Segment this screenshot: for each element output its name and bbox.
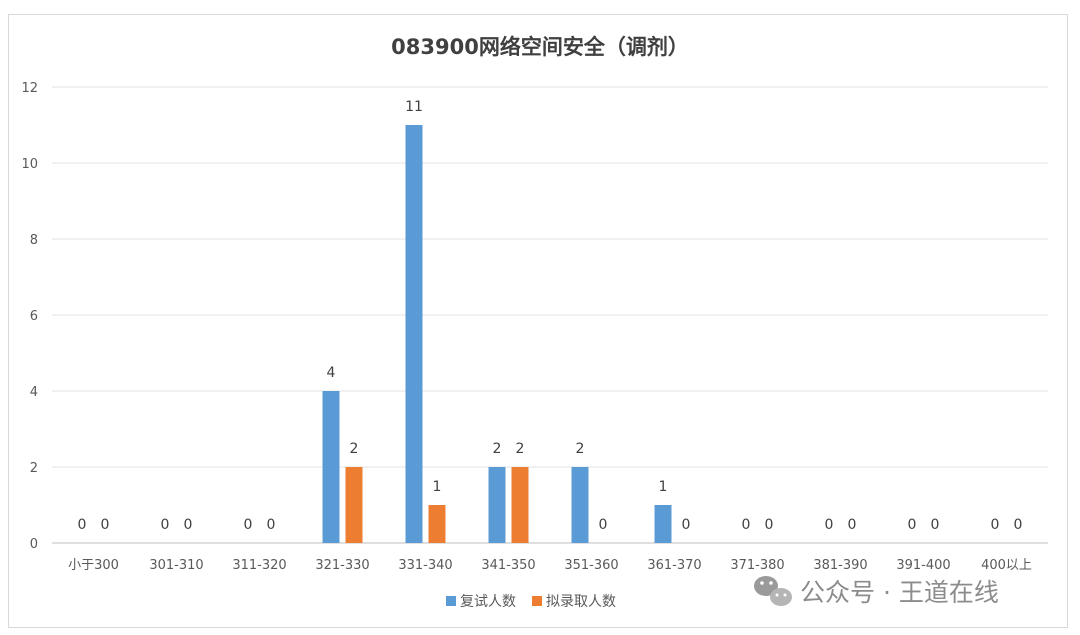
watermark: 公众号 · 王道在线 xyxy=(754,576,999,607)
y-axis: 0 2 4 6 8 10 12 xyxy=(21,81,38,552)
data-label-1-1: 0 xyxy=(184,517,193,533)
data-label-0-2: 0 xyxy=(244,517,253,533)
bar-0-6 xyxy=(571,467,589,543)
watermark-text: 公众号 · 王道在线 xyxy=(800,578,999,607)
x-tick-label: 400以上 xyxy=(981,558,1032,573)
data-label-0-4: 11 xyxy=(405,99,423,115)
legend-label-0: 复试人数 xyxy=(460,593,516,610)
bar-1-4 xyxy=(428,505,446,543)
x-tick-label: 301-310 xyxy=(149,558,203,573)
x-axis: 小于300 301-310 311-320 321-330 331-340 341-350… xyxy=(68,558,1032,573)
data-label-0-10: 0 xyxy=(908,517,917,533)
chart-frame xyxy=(8,14,1068,628)
legend-label-1: 拟录取人数 xyxy=(546,594,616,610)
x-tick-label: 381-390 xyxy=(813,558,867,573)
x-tick-label: 331-340 xyxy=(398,558,452,573)
data-label-0-5: 2 xyxy=(493,441,502,457)
data-label-0-8: 0 xyxy=(742,517,751,533)
chart-title: 083900网络空间安全（调剂） xyxy=(391,35,689,59)
data-label-0-6: 2 xyxy=(576,441,585,457)
data-label-1-5: 2 xyxy=(516,441,525,457)
data-label-0-11: 0 xyxy=(991,517,1000,533)
bar-0-4 xyxy=(405,125,423,543)
data-label-1-2: 0 xyxy=(267,517,276,533)
legend-swatch-0 xyxy=(446,596,456,606)
legend: 复试人数 拟录取人数 xyxy=(446,593,616,610)
x-tick-label: 391-400 xyxy=(896,558,950,573)
bar-1-5 xyxy=(511,467,529,543)
data-label-0-0: 0 xyxy=(78,517,87,533)
bar-0-3 xyxy=(322,391,340,543)
x-tick-label: 321-330 xyxy=(315,558,369,573)
x-tick-label: 311-320 xyxy=(232,558,286,573)
bar-1-3 xyxy=(345,467,363,543)
data-label-0-7: 1 xyxy=(659,479,668,495)
bar-0-5 xyxy=(488,467,506,543)
data-label-1-3: 2 xyxy=(350,441,359,457)
data-label-0-3: 4 xyxy=(327,365,336,381)
data-label-1-6: 0 xyxy=(599,517,608,533)
data-label-1-8: 0 xyxy=(765,517,774,533)
data-label-1-4: 1 xyxy=(433,479,442,495)
data-label-1-7: 0 xyxy=(682,517,691,533)
y-tick-label: 6 xyxy=(30,309,38,324)
y-tick-label: 0 xyxy=(30,537,38,552)
gridlines xyxy=(52,86,1048,544)
x-tick-label: 361-370 xyxy=(647,558,701,573)
x-tick-label: 351-360 xyxy=(564,558,618,573)
bar-0-7 xyxy=(654,505,672,543)
y-tick-label: 4 xyxy=(30,385,38,400)
data-label-1-11: 0 xyxy=(1014,517,1023,533)
y-tick-label: 12 xyxy=(21,81,38,96)
y-tick-label: 10 xyxy=(21,157,38,172)
x-tick-label: 小于300 xyxy=(68,558,119,573)
legend-swatch-1 xyxy=(532,596,542,606)
data-label-0-1: 0 xyxy=(161,517,170,533)
wechat-icon xyxy=(754,576,792,606)
data-label-1-9: 0 xyxy=(848,517,857,533)
x-tick-label: 371-380 xyxy=(730,558,784,573)
bars xyxy=(322,125,672,543)
y-tick-label: 2 xyxy=(30,461,38,476)
y-tick-label: 8 xyxy=(30,233,38,248)
data-label-0-9: 0 xyxy=(825,517,834,533)
data-label-1-0: 0 xyxy=(101,517,110,533)
x-tick-label: 341-350 xyxy=(481,558,535,573)
data-label-1-10: 0 xyxy=(931,517,940,533)
